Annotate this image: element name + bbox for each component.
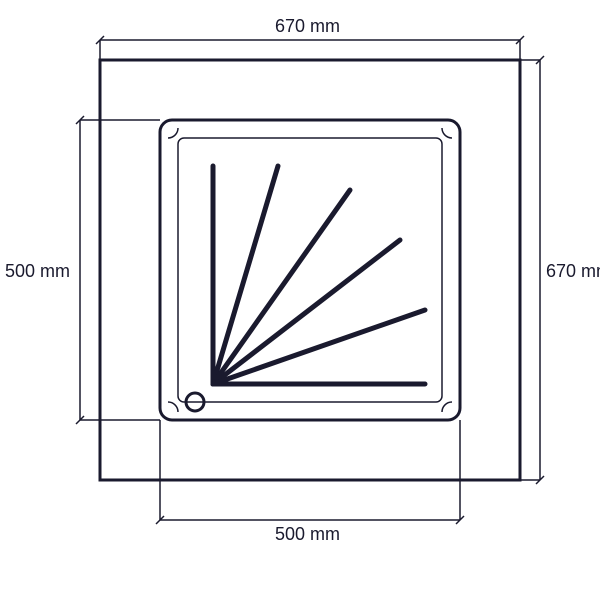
shower-tray-diagram: 670 mm 670 mm 500 mm 500 mm	[0, 0, 600, 600]
dim-label-right: 670 mm	[546, 261, 600, 282]
dim-label-top: 670 mm	[275, 16, 340, 37]
dim-label-left: 500 mm	[5, 261, 70, 282]
dim-label-bottom: 500 mm	[275, 524, 340, 545]
diagram-svg	[0, 0, 600, 600]
